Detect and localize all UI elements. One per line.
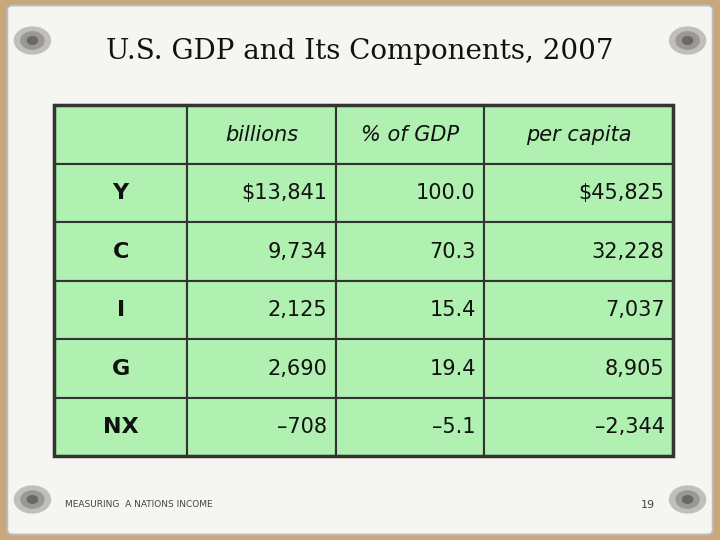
Bar	[336, 105, 485, 164]
Bar	[54, 164, 187, 222]
Bar	[336, 281, 485, 339]
Text: 15.4: 15.4	[429, 300, 476, 320]
Bar	[54, 222, 187, 281]
Text: per capita: per capita	[526, 125, 631, 145]
Text: % of GDP: % of GDP	[361, 125, 459, 145]
Text: –2,344: –2,344	[595, 417, 665, 437]
Text: billions: billions	[225, 125, 298, 145]
Text: 70.3: 70.3	[429, 241, 476, 261]
Text: 19: 19	[641, 500, 655, 510]
Circle shape	[676, 491, 699, 508]
Text: 19.4: 19.4	[429, 359, 476, 379]
Bar	[187, 222, 336, 281]
Text: 2,125: 2,125	[267, 300, 327, 320]
Bar	[485, 105, 673, 164]
Circle shape	[27, 37, 37, 44]
Bar	[187, 339, 336, 398]
Circle shape	[14, 27, 50, 54]
Text: C: C	[112, 241, 129, 261]
Bar	[54, 339, 187, 398]
Text: I: I	[117, 300, 125, 320]
Circle shape	[676, 32, 699, 49]
Text: 7,037: 7,037	[605, 300, 665, 320]
Text: 100.0: 100.0	[416, 183, 476, 203]
Bar	[336, 398, 485, 456]
Bar	[54, 105, 673, 456]
Bar	[336, 222, 485, 281]
Bar	[187, 281, 336, 339]
Bar	[54, 398, 187, 456]
Text: –5.1: –5.1	[432, 417, 476, 437]
Bar	[336, 339, 485, 398]
Bar	[485, 398, 673, 456]
Text: 9,734: 9,734	[267, 241, 327, 261]
Text: $13,841: $13,841	[241, 183, 327, 203]
Bar	[187, 105, 336, 164]
Text: U.S. GDP and Its Components, 2007: U.S. GDP and Its Components, 2007	[106, 38, 614, 65]
Circle shape	[27, 496, 37, 503]
Text: MEASURING  A NATIONS INCOME: MEASURING A NATIONS INCOME	[65, 501, 212, 509]
Circle shape	[14, 486, 50, 513]
Circle shape	[683, 496, 693, 503]
Bar	[485, 164, 673, 222]
Text: 32,228: 32,228	[592, 241, 665, 261]
Circle shape	[21, 491, 44, 508]
Text: NX: NX	[103, 417, 138, 437]
Text: G: G	[112, 359, 130, 379]
Circle shape	[670, 486, 706, 513]
FancyBboxPatch shape	[7, 5, 713, 535]
Bar	[187, 398, 336, 456]
Text: 2,690: 2,690	[267, 359, 327, 379]
Bar	[336, 164, 485, 222]
Bar	[485, 222, 673, 281]
Text: 8,905: 8,905	[605, 359, 665, 379]
Bar	[54, 281, 187, 339]
Circle shape	[21, 32, 44, 49]
Text: –708: –708	[277, 417, 327, 437]
Bar	[485, 339, 673, 398]
Circle shape	[683, 37, 693, 44]
Text: $45,825: $45,825	[579, 183, 665, 203]
Circle shape	[670, 27, 706, 54]
Text: Y: Y	[112, 183, 129, 203]
Bar	[187, 164, 336, 222]
Bar	[485, 281, 673, 339]
Bar	[54, 105, 187, 164]
